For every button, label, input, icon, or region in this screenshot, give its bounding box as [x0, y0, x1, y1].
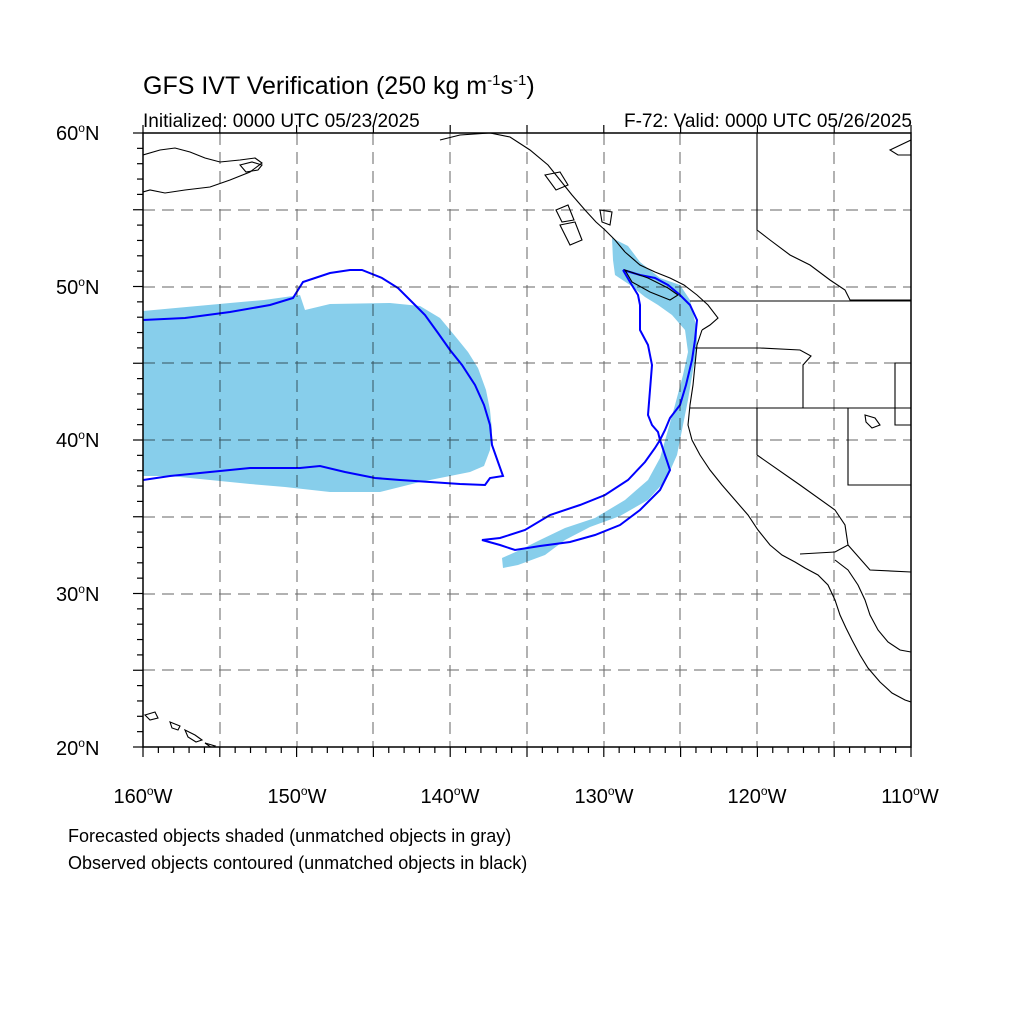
forecast-object-offshore	[143, 295, 492, 492]
caption-forecast: Forecasted objects shaded (unmatched obj…	[68, 826, 512, 846]
map-title: GFS IVT Verification (250 kg m-1s-1)	[143, 72, 535, 100]
lon-label-110: 110oW	[881, 784, 939, 808]
valid-time: F-72: Valid: 0000 UTC 05/26/2025	[624, 111, 912, 132]
lon-label-160: 160oW	[113, 784, 173, 808]
observed-object-offshore	[143, 269, 505, 487]
lon-label-140: 140oW	[420, 784, 480, 808]
coastlines	[143, 133, 911, 747]
lon-label-150: 150oW	[267, 784, 327, 808]
observed-object-coastal	[481, 269, 699, 552]
lat-label-60: 60oN	[56, 121, 100, 145]
caption-observed: Observed objects contoured (unmatched ob…	[68, 853, 528, 873]
lat-label-40: 40oN	[56, 428, 100, 452]
tick-marks	[133, 125, 912, 757]
initialized-time: Initialized: 0000 UTC 05/23/2025	[143, 111, 420, 132]
lon-label-130: 130oW	[574, 784, 634, 808]
lat-label-50: 50oN	[56, 275, 100, 299]
lon-label-120: 120oW	[727, 784, 787, 808]
forecast-object-coastal	[502, 238, 697, 568]
lat-label-30: 30oN	[56, 582, 100, 606]
gridlines	[143, 133, 911, 747]
lat-label-20: 20oN	[56, 736, 100, 760]
